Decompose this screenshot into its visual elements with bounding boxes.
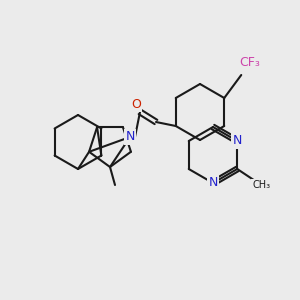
- Text: N: N: [232, 134, 242, 148]
- Text: CF₃: CF₃: [239, 56, 260, 68]
- Text: O: O: [131, 98, 141, 110]
- Text: N: N: [208, 176, 218, 190]
- Text: N: N: [125, 130, 135, 143]
- Text: CH₃: CH₃: [252, 180, 270, 190]
